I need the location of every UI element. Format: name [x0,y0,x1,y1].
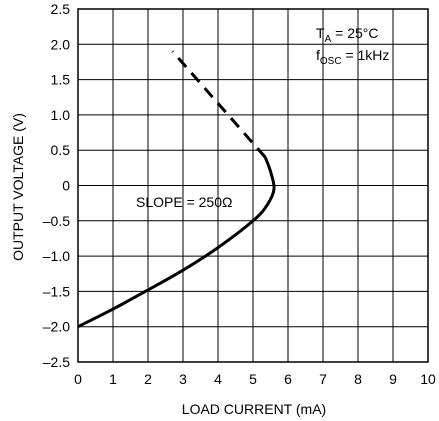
y-tick-label: –1.0 [43,248,70,264]
series-solid-line [77,156,276,329]
y-tick-label: 1.0 [51,107,71,123]
x-tick-labels: 0 1 2 3 4 5 6 7 8 9 10 [74,371,436,387]
x-tick-label: 7 [319,371,327,387]
ta-annotation: TA = 25°C [316,25,378,45]
x-tick-label: 5 [249,371,257,387]
y-tick-label: 1.5 [51,72,71,88]
x-tick-label: 1 [109,371,117,387]
x-tick-label: 8 [354,371,362,387]
x-tick-label: 10 [420,371,436,387]
y-tick-label: 2.0 [51,36,71,52]
x-tick-label: 6 [284,371,292,387]
y-axis-title: OUTPUT VOLTAGE (V) [10,113,26,261]
y-tick-label: 0.5 [51,142,71,158]
slope-annotation: SLOPE = 250Ω [136,194,232,210]
x-tick-label: 0 [74,371,82,387]
fosc-main: f [316,47,320,63]
ta-rest: = 25°C [331,25,378,41]
y-tick-label: –2.5 [43,354,70,370]
fosc-rest: = 1kHz [342,47,390,63]
fosc-sub: OSC [320,56,342,67]
ta-main: T [316,25,325,41]
plot-frame [77,8,429,363]
y-tick-labels: 2.5 2.0 1.5 1.0 0.5 0 –0.5 –1.0 –1.5 –2.0 –2.5 [43,1,70,370]
x-axis-title: LOAD CURRENT (mA) [182,401,326,417]
y-tick-label: –2.0 [43,319,70,335]
x-tick-label: 9 [389,371,397,387]
y-tick-label: –0.5 [43,213,70,229]
ta-sub: A [325,34,332,45]
curves [77,50,276,329]
x-tick-label: 4 [214,371,222,387]
y-tick-label: –1.5 [43,283,70,299]
y-tick-label: 0 [62,178,70,194]
x-tick-label: 3 [179,371,187,387]
x-tick-label: 2 [144,371,152,387]
y-tick-label: 2.5 [51,1,71,17]
series-dashed-line [171,50,267,159]
fosc-annotation: fOSC = 1kHz [316,47,389,67]
